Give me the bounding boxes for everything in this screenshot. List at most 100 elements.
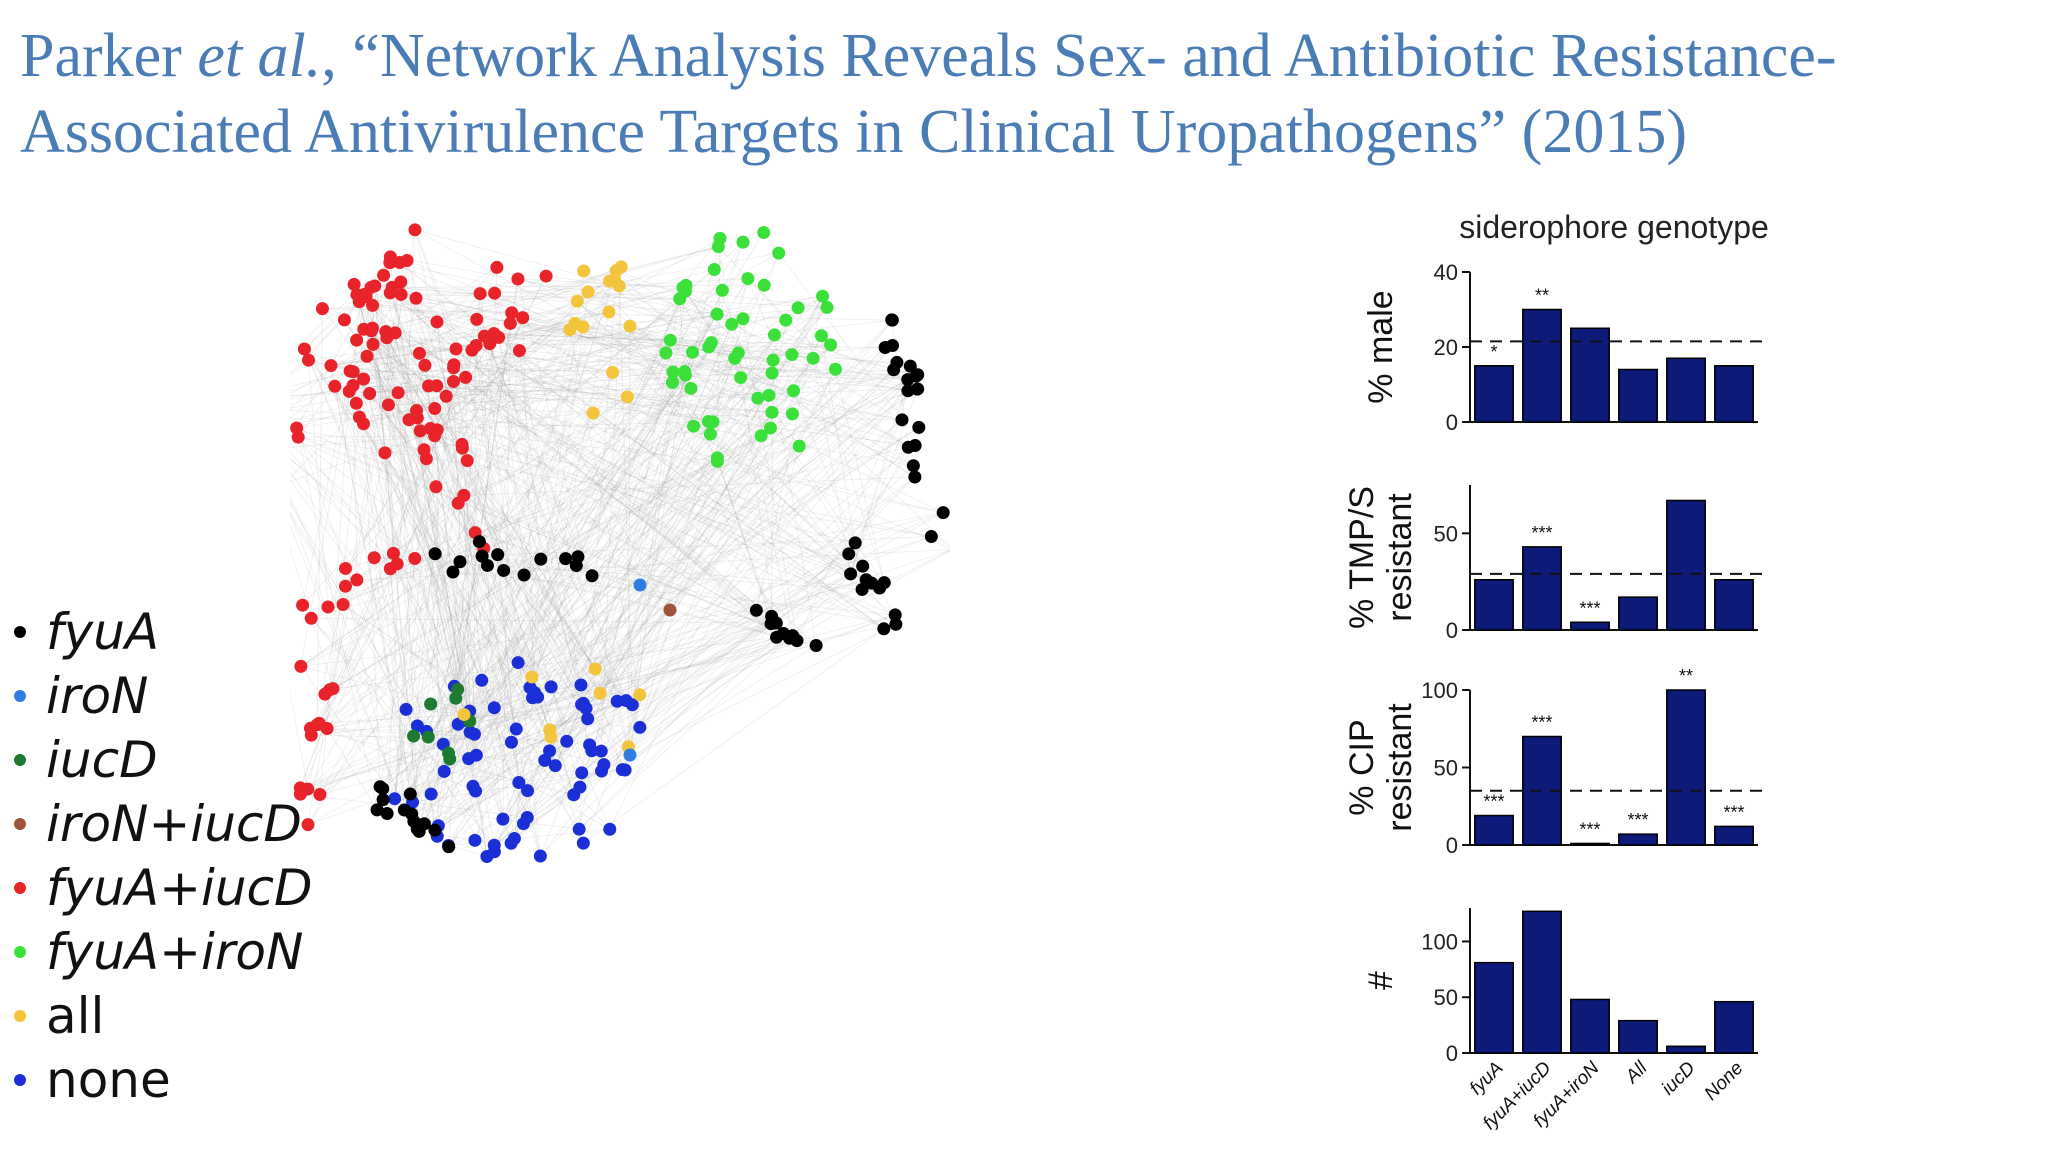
legend-marker	[14, 882, 26, 894]
legend-marker	[14, 818, 26, 830]
network-node	[576, 320, 589, 333]
network-node	[633, 721, 646, 734]
network-node	[937, 506, 950, 519]
network-node	[382, 398, 395, 411]
network-node	[560, 735, 573, 748]
significance-label: ***	[1579, 819, 1600, 839]
network-node	[633, 688, 646, 701]
network-node	[543, 744, 556, 757]
network-node	[442, 840, 455, 853]
network-node	[407, 730, 420, 743]
network-node	[702, 415, 715, 428]
network-node	[496, 813, 509, 826]
network-node	[381, 807, 394, 820]
network-node	[449, 692, 462, 705]
network-node	[877, 622, 890, 635]
y-tick-label: 20	[1434, 335, 1458, 360]
bar	[1619, 834, 1657, 845]
network-node	[534, 553, 547, 566]
network-node	[623, 320, 636, 333]
network-node	[787, 384, 800, 397]
y-tick-label: 50	[1434, 756, 1458, 781]
network-node	[664, 334, 677, 347]
network-node	[473, 535, 486, 548]
network-node	[456, 438, 469, 451]
network-node	[453, 555, 466, 568]
network-node	[347, 379, 360, 392]
network-node	[490, 261, 503, 274]
y-axis-label: resistant	[1381, 493, 1419, 622]
x-tick-label: fyuA	[1466, 1058, 1508, 1100]
network-node	[765, 406, 778, 419]
network-node	[404, 788, 417, 801]
network-node	[575, 766, 588, 779]
network-node	[350, 334, 363, 347]
y-axis-label: % male	[1362, 290, 1400, 403]
network-node	[634, 579, 647, 592]
network-node	[398, 804, 411, 817]
network-node	[440, 390, 453, 403]
network-node	[785, 348, 798, 361]
network-node	[469, 785, 482, 798]
network-node	[762, 389, 775, 402]
network-node	[512, 656, 525, 669]
network-node	[378, 446, 391, 459]
network-node	[570, 559, 583, 572]
network-node	[470, 313, 483, 326]
network-node	[577, 837, 590, 850]
network-node	[318, 688, 331, 701]
network-node	[755, 429, 768, 442]
network-node	[705, 336, 718, 349]
y-axis-label: % CIP	[1343, 719, 1381, 815]
network-node	[624, 749, 637, 762]
network-node	[793, 440, 806, 453]
network-node	[344, 365, 357, 378]
network-node	[338, 313, 351, 326]
legend-label: none	[46, 1051, 171, 1109]
network-node	[474, 287, 487, 300]
network-node	[621, 390, 634, 403]
legend-marker	[14, 1074, 26, 1086]
network-node	[911, 383, 924, 396]
network-node	[377, 269, 390, 282]
network-node	[711, 308, 724, 321]
x-tick-label: iucD	[1658, 1057, 1700, 1099]
network-node	[912, 421, 925, 434]
network-node	[400, 703, 413, 716]
network-node	[377, 793, 390, 806]
network-node	[673, 292, 686, 305]
network-node	[418, 817, 431, 830]
network-node	[470, 749, 483, 762]
x-tick-label: All	[1621, 1057, 1652, 1088]
bar	[1667, 690, 1705, 845]
network-node	[842, 547, 855, 560]
network-node	[413, 347, 426, 360]
bar	[1523, 547, 1561, 630]
network-node	[849, 536, 862, 549]
network-node	[414, 424, 427, 437]
y-tick-label: 50	[1434, 985, 1458, 1010]
network-node	[686, 346, 699, 359]
bar	[1571, 843, 1609, 845]
network-node	[783, 632, 796, 645]
network-node	[925, 530, 938, 543]
network-node	[313, 788, 326, 801]
network-node	[350, 397, 363, 410]
legend-marker	[14, 690, 26, 702]
network-node	[758, 279, 771, 292]
network-node	[679, 279, 692, 292]
bar	[1475, 816, 1513, 845]
network-node	[510, 723, 523, 736]
significance-label: ***	[1531, 713, 1552, 733]
bar	[1475, 580, 1513, 630]
bar	[1475, 963, 1513, 1053]
network-node	[544, 731, 557, 744]
network-node	[559, 552, 572, 565]
network-node	[767, 354, 780, 367]
network-node	[389, 326, 402, 339]
network-node	[907, 459, 920, 472]
network-node	[741, 272, 754, 285]
